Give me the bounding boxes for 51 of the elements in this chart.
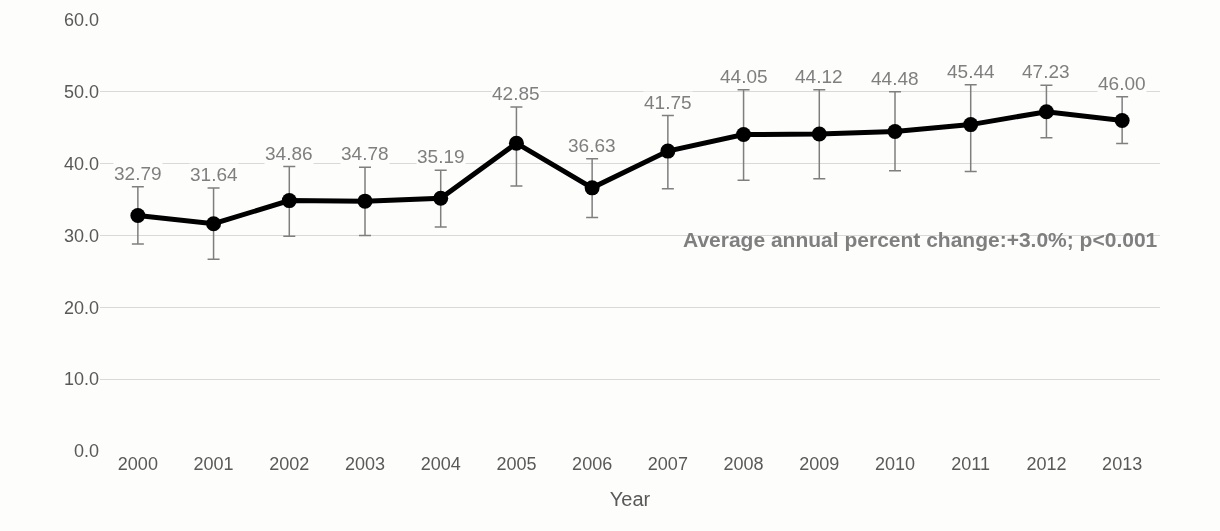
x-tick-label: 2011 [951, 454, 991, 474]
y-tick-label: 40.0 [63, 153, 99, 174]
x-tick-label: 2005 [496, 454, 537, 474]
x-tick-label: 2006 [572, 454, 613, 474]
annotation: Average annual percent change:+3.0%; p<0.001 [683, 228, 1158, 251]
data-label: 34.86 [265, 143, 313, 164]
y-tick-label: 20.0 [63, 297, 99, 318]
x-tick-label: 2007 [647, 454, 688, 474]
point [357, 193, 373, 209]
x-axis-title: Year [609, 487, 651, 510]
x-tick-label: 2009 [799, 454, 840, 474]
data-label: 41.75 [644, 92, 692, 113]
x-tick-label: 2004 [420, 454, 461, 474]
point [508, 135, 524, 151]
data-label: 42.85 [492, 83, 540, 104]
x-tick-label: 2000 [117, 454, 158, 474]
y-tick-label: 60.0 [63, 10, 99, 31]
point [736, 127, 752, 143]
point [130, 207, 146, 223]
point [963, 117, 979, 133]
data-label: 45.44 [947, 61, 995, 82]
x-tick-label: 2001 [193, 454, 234, 474]
point [1038, 104, 1054, 120]
data-label: 44.48 [871, 68, 919, 89]
data-label: 47.23 [1022, 61, 1070, 82]
data-label: 35.19 [417, 146, 465, 167]
point [584, 180, 600, 196]
x-tick-label: 2003 [344, 454, 386, 474]
point [660, 143, 676, 159]
point [887, 123, 903, 139]
x-tick-label: 2002 [269, 454, 310, 474]
point [281, 193, 297, 209]
y-tick-label: 30.0 [63, 225, 99, 246]
x-tick-label: 2010 [874, 454, 916, 474]
y-tick-label: 10.0 [63, 369, 99, 390]
point [811, 126, 827, 142]
x-tick-label: 2012 [1026, 454, 1067, 474]
point [433, 190, 449, 206]
x-tick-label: 2013 [1102, 454, 1143, 474]
x-tick-label: 2008 [723, 454, 764, 474]
point [206, 216, 222, 232]
data-label: 34.78 [341, 143, 389, 164]
data-label: 44.05 [720, 66, 768, 87]
data-label: 31.64 [190, 164, 238, 185]
data-label: 32.79 [114, 163, 162, 184]
data-label: 36.63 [568, 135, 616, 156]
y-tick-label: 0.0 [73, 441, 99, 462]
point [1114, 113, 1130, 129]
y-tick-label: 50.0 [63, 82, 99, 103]
data-label: 44.12 [795, 66, 843, 87]
data-label: 46.00 [1098, 73, 1146, 94]
